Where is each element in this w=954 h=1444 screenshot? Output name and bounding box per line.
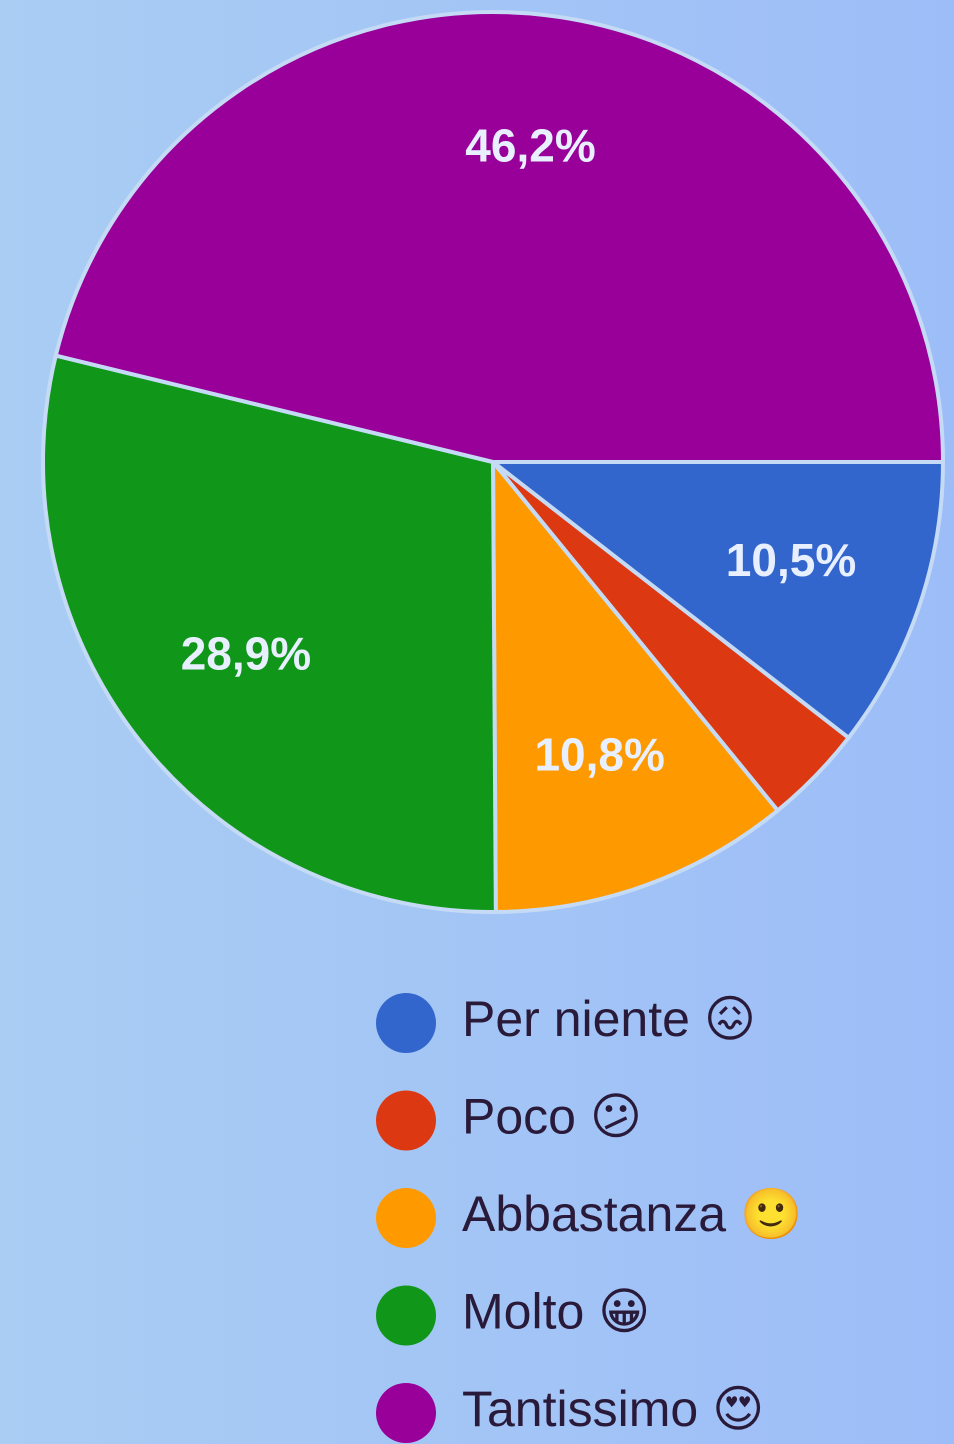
legend-swatch: [376, 1090, 436, 1151]
legend-swatch: [376, 1285, 436, 1346]
pie-slice: [53, 10, 946, 464]
legend-label: Poco 😕: [462, 1089, 642, 1145]
legend-label: Per niente 😖: [462, 991, 756, 1047]
pie-slice: [41, 353, 498, 914]
legend-label: Abbastanza 🙂: [462, 1186, 802, 1242]
value-label: 10,8%: [534, 729, 664, 781]
value-label: 10,5%: [726, 534, 856, 586]
legend-label: Molto 😀: [462, 1284, 650, 1340]
legend-swatch: [376, 1188, 436, 1248]
pie-slice: [487, 460, 946, 741]
legend-swatch: [376, 1383, 436, 1443]
value-label: 46,2%: [465, 119, 595, 171]
legend-label: Tantissimo 😍: [462, 1381, 764, 1437]
pie-slice: [490, 456, 781, 915]
legend-swatch: [376, 993, 436, 1053]
value-label: 28,9%: [181, 628, 311, 680]
